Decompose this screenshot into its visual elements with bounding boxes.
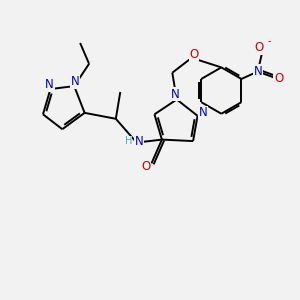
Text: N: N [199,106,207,119]
Text: O: O [255,41,264,54]
Text: N: N [45,78,54,91]
Text: H: H [124,136,132,146]
Text: -: - [268,36,272,46]
Text: O: O [189,48,199,61]
Text: O: O [274,73,283,85]
Text: N: N [71,75,80,88]
Text: N: N [171,88,180,100]
Text: O: O [142,160,151,173]
Text: N: N [135,135,143,148]
Text: N: N [254,65,262,78]
